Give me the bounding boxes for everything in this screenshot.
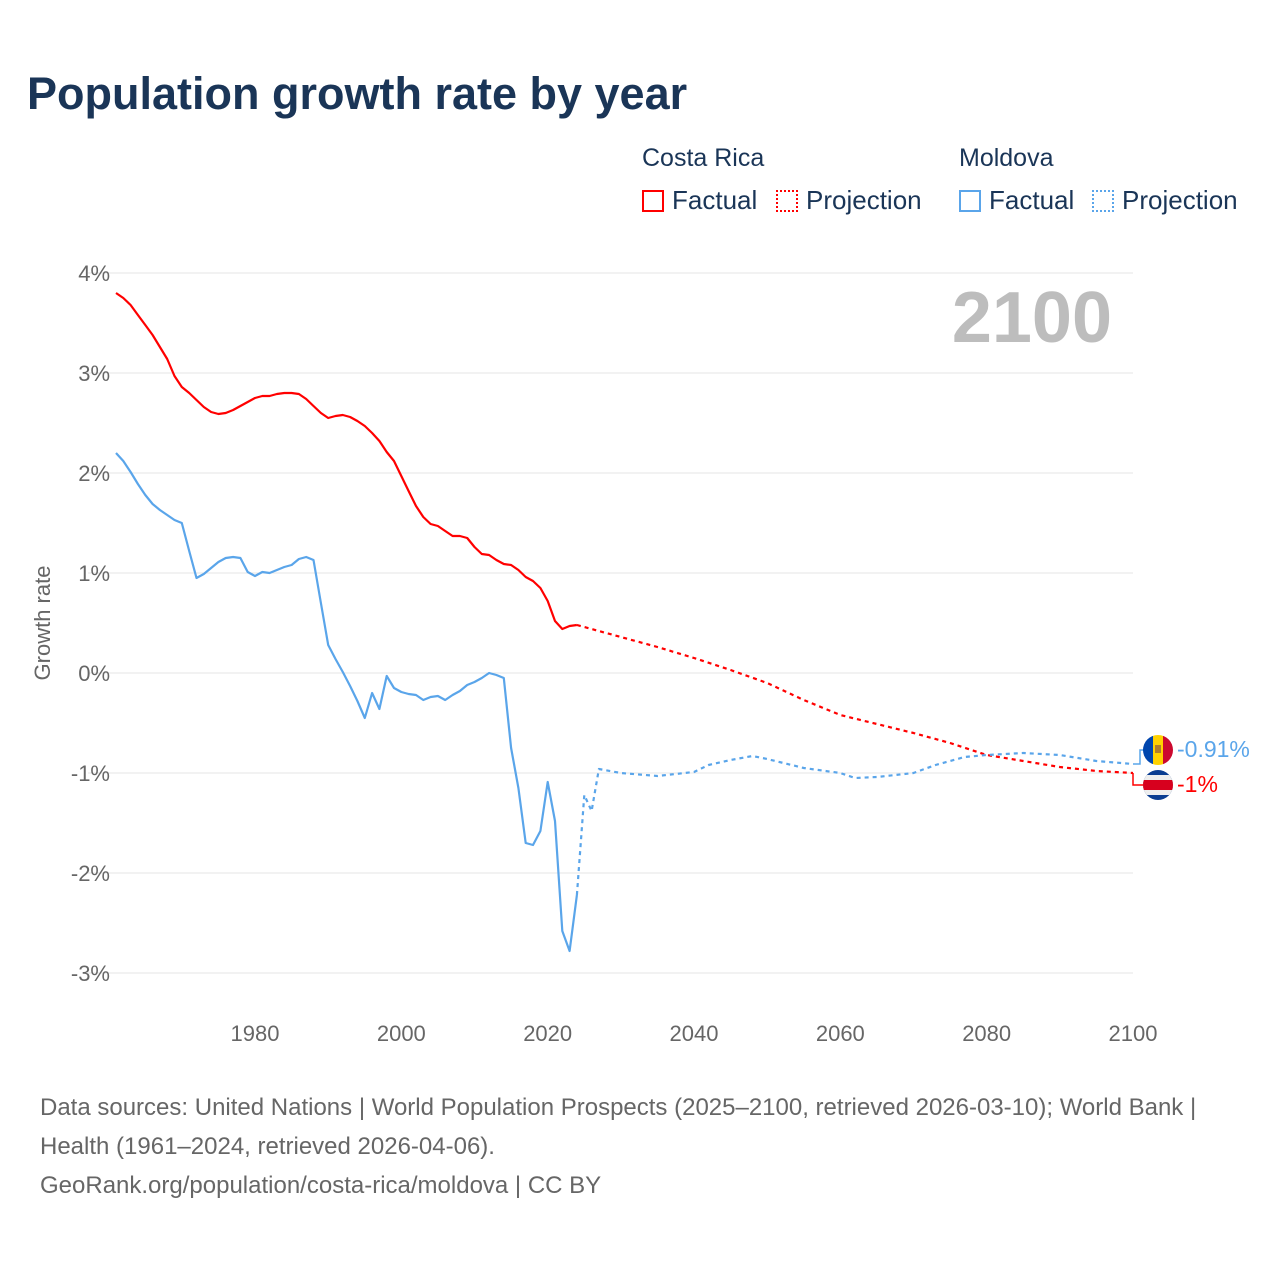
legend-moldova-factual[interactable]: Factual <box>959 185 1074 216</box>
moldova-factual-line <box>115 452 578 953</box>
legend-country-moldova: Moldova <box>959 144 1054 172</box>
legend-label: Factual <box>989 185 1075 215</box>
x-tick-label: 2060 <box>816 1021 865 1046</box>
legend-swatch-dotted <box>776 189 798 212</box>
x-tick-label: 2020 <box>523 1021 572 1046</box>
y-axis-label: Growth rate <box>30 566 55 681</box>
y-tick-label: -1% <box>71 761 110 786</box>
legend-country-costa-rica: Costa Rica <box>642 144 765 172</box>
y-tick-label: -2% <box>71 861 110 886</box>
y-tick-label: 1% <box>78 561 110 586</box>
data-sources: Data sources: United Nations | World Pop… <box>40 1094 1197 1160</box>
chart-plot: 4% 3% 2% 1% 0% -1% -2% -3% 1980 2000 2020 2040 2060 2… <box>30 261 1250 1046</box>
y-tick-label: 2% <box>78 461 110 486</box>
legend-swatch-solid <box>959 189 981 212</box>
x-tick-label: 1980 <box>231 1021 280 1046</box>
costa-rica-end-label: -1% <box>1177 771 1218 797</box>
legend-swatch-dotted <box>1092 189 1114 212</box>
moldova-end-label: -0.91% <box>1177 736 1250 762</box>
legend-label: Factual <box>672 185 758 215</box>
x-tick-label: 2040 <box>670 1021 719 1046</box>
legend-label: Projection <box>806 185 922 215</box>
legend-costa-rica-projection[interactable]: Projection <box>776 185 922 216</box>
x-tick-label: 2000 <box>377 1021 426 1046</box>
legend-moldova-projection[interactable]: Projection <box>1092 185 1238 216</box>
credit-link[interactable]: GeoRank.org/population/costa-rica/moldov… <box>40 1172 602 1199</box>
y-tick-label: 0% <box>78 661 110 686</box>
y-tick-label: 4% <box>78 261 110 286</box>
costa-rica-factual-line <box>115 292 578 631</box>
y-tick-label: -3% <box>71 961 110 986</box>
x-tick-label: 2080 <box>962 1021 1011 1046</box>
moldova-projection-line <box>575 751 1134 896</box>
costa-rica-flag-icon <box>1143 770 1173 800</box>
footer: Data sources: United Nations | World Pop… <box>40 1088 1240 1205</box>
x-tick-label: 2100 <box>1109 1021 1158 1046</box>
legend-swatch-solid <box>642 189 664 212</box>
moldova-flag-icon <box>1143 735 1173 765</box>
year-display: 2100 <box>952 278 1112 358</box>
chart-title: Population growth rate by year <box>27 68 688 119</box>
y-tick-label: 3% <box>78 361 110 386</box>
legend-costa-rica-factual[interactable]: Factual <box>642 185 757 216</box>
legend-label: Projection <box>1122 185 1238 215</box>
costa-rica-projection-line <box>576 623 1134 775</box>
